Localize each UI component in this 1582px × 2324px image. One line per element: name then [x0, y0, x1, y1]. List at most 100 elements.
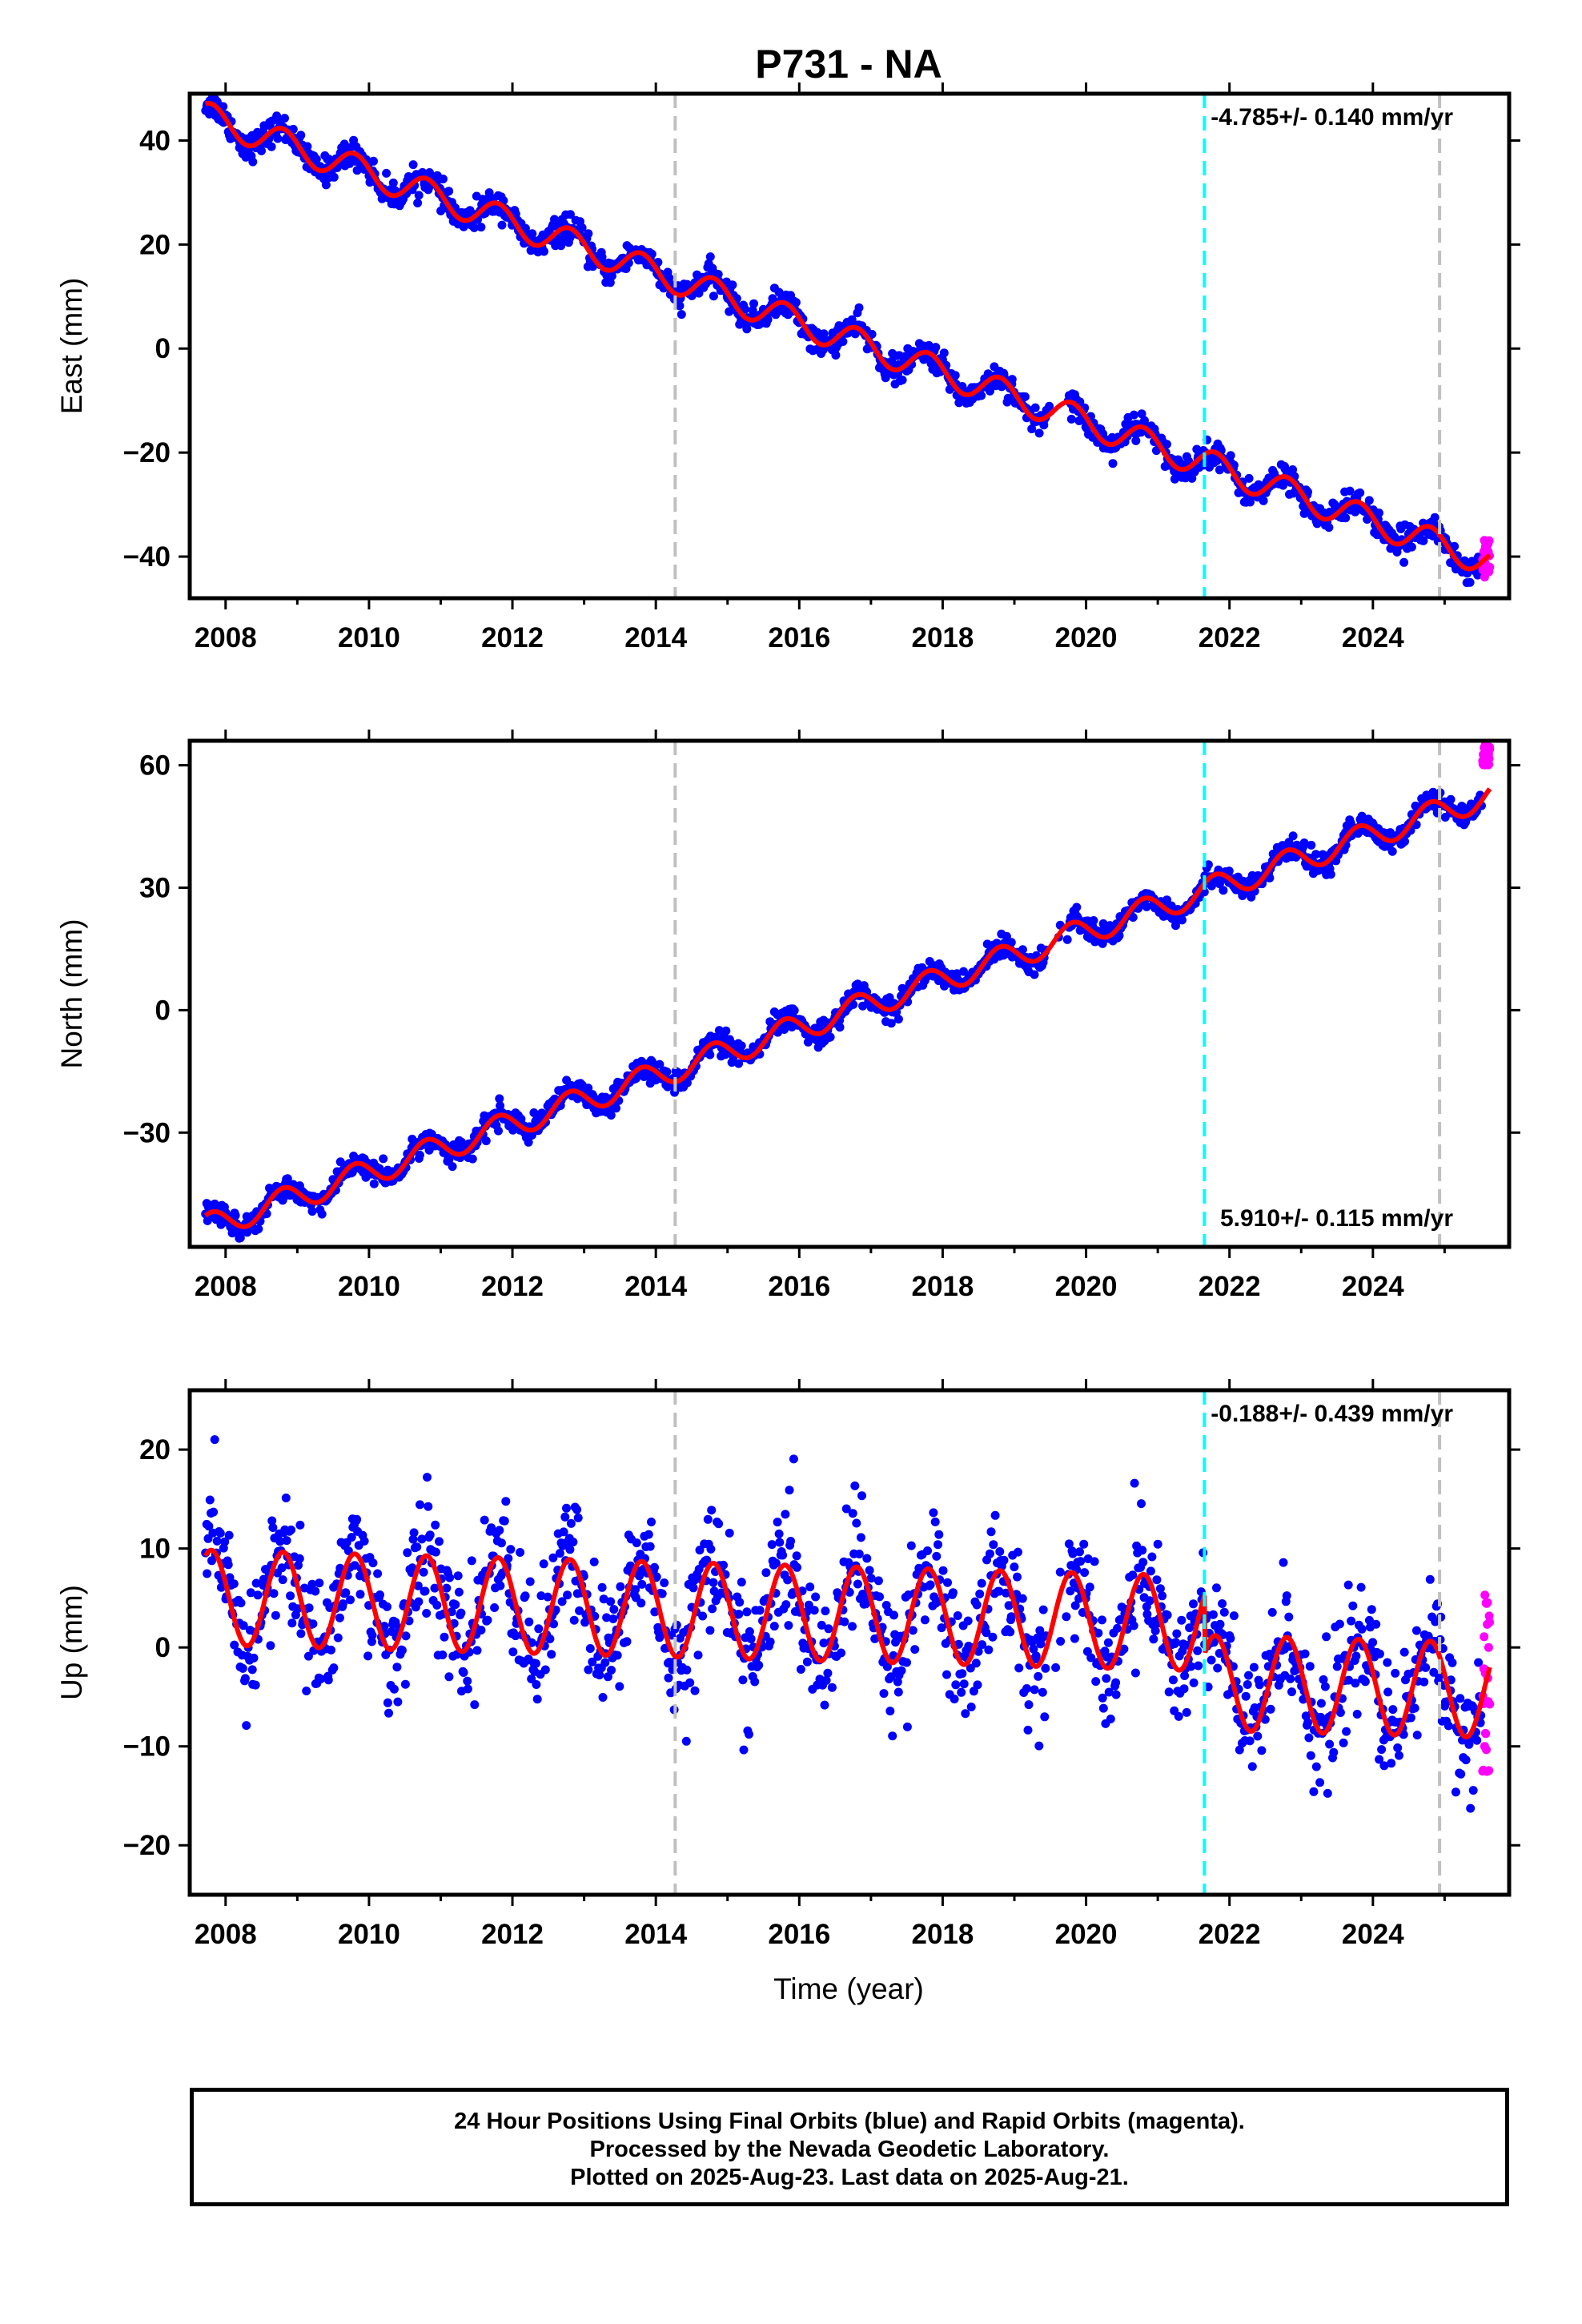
- data-point: [585, 1644, 595, 1653]
- data-point: [1137, 409, 1146, 419]
- data-point: [444, 1672, 454, 1682]
- data-point: [749, 299, 758, 308]
- data-point: [1138, 1546, 1147, 1555]
- y-tick-label: 0: [155, 995, 171, 1026]
- data-point: [1245, 1736, 1255, 1746]
- data-point: [606, 1111, 616, 1120]
- data-point: [1306, 1751, 1315, 1760]
- data-point: [327, 1645, 335, 1655]
- data-point: [560, 1512, 570, 1522]
- data-point: [1113, 1623, 1122, 1633]
- data-point: [660, 1578, 669, 1587]
- data-point: [1342, 1727, 1351, 1736]
- data-point: [1339, 1738, 1348, 1747]
- data-point: [524, 1137, 533, 1147]
- data-point: [1111, 1690, 1121, 1699]
- data-point: [888, 1731, 897, 1741]
- data-point: [784, 1621, 793, 1630]
- data-point: [742, 324, 752, 334]
- data-point: [389, 1684, 399, 1694]
- data-point: [857, 1491, 866, 1501]
- data-point: [862, 1554, 872, 1563]
- data-point: [563, 1590, 572, 1600]
- data-point: [950, 1695, 959, 1704]
- footer-line-1: 24 Hour Positions Using Final Orbits (bl…: [454, 2109, 1245, 2134]
- data-point: [1162, 440, 1171, 449]
- data-point: [236, 1598, 246, 1608]
- data-point: [416, 1500, 424, 1510]
- data-point: [469, 223, 479, 232]
- data-point: [821, 1606, 830, 1616]
- data-point: [448, 1162, 457, 1172]
- chart-title: P731 - NA: [755, 42, 942, 86]
- data-point: [951, 1680, 961, 1690]
- data-point: [1150, 1626, 1160, 1635]
- data-point: [698, 1611, 708, 1621]
- data-point: [823, 1668, 833, 1678]
- data-point: [963, 1616, 973, 1626]
- data-point: [1138, 1558, 1148, 1567]
- data-point: [1324, 523, 1334, 533]
- data-point: [282, 1536, 291, 1546]
- data-point: [824, 1624, 833, 1634]
- data-point: [906, 1541, 916, 1550]
- data-point: [1034, 428, 1044, 438]
- data-point: [1155, 1584, 1165, 1594]
- data-point: [311, 1586, 320, 1596]
- data-point: [1309, 1787, 1319, 1796]
- data-point: [454, 1587, 464, 1597]
- data-point: [317, 1209, 327, 1219]
- data-point: [939, 348, 949, 358]
- data-point: [1172, 1629, 1182, 1638]
- x-axis-label: Time (year): [773, 1972, 924, 2005]
- data-point: [273, 134, 283, 143]
- data-point: [568, 1538, 578, 1546]
- data-point: [424, 1502, 433, 1511]
- data-point: [961, 1709, 970, 1719]
- data-point: [977, 1578, 986, 1588]
- data-point: [774, 1529, 784, 1538]
- data-point: [1091, 1677, 1101, 1687]
- data-point: [439, 175, 448, 183]
- y-tick-label: 0: [155, 333, 171, 364]
- data-point: [412, 1542, 422, 1552]
- data-point: [948, 1588, 958, 1598]
- data-point: [1022, 1684, 1031, 1693]
- data-point: [1335, 1619, 1344, 1629]
- y-tick-label: −40: [123, 541, 171, 573]
- data-point: [508, 1647, 518, 1657]
- x-tick-label: 2008: [195, 1919, 257, 1950]
- data-point: [1316, 1699, 1326, 1708]
- data-point: [483, 1615, 492, 1625]
- panel-east: 2008 2010 2012 2014 2016 2018 2020 2022 2024 −40 −…: [55, 82, 1520, 653]
- rapid-point: [1485, 562, 1495, 572]
- data-point: [240, 1674, 250, 1683]
- data-point: [1375, 1649, 1384, 1659]
- data-point: [975, 1589, 985, 1598]
- y-axis-label: North (mm): [55, 919, 88, 1068]
- data-point: [1399, 1647, 1409, 1657]
- data-point: [1090, 1557, 1099, 1566]
- data-point: [897, 1666, 906, 1675]
- data-point: [902, 1658, 911, 1667]
- data-point: [838, 337, 848, 346]
- data-point: [986, 386, 994, 396]
- data-point: [957, 1687, 966, 1697]
- data-point: [495, 1094, 504, 1104]
- x-tick-label: 2016: [768, 1271, 830, 1302]
- data-point: [923, 1546, 932, 1555]
- data-point: [606, 1597, 616, 1606]
- data-point: [598, 1693, 608, 1702]
- data-point: [728, 280, 737, 290]
- data-point: [333, 1633, 343, 1642]
- data-point: [287, 1525, 296, 1534]
- data-point: [431, 1547, 440, 1557]
- data-point: [675, 301, 685, 311]
- data-point: [665, 273, 674, 283]
- data-point: [973, 1680, 982, 1690]
- data-point: [737, 1041, 746, 1051]
- data-point: [650, 1562, 659, 1572]
- data-point: [781, 1600, 791, 1610]
- data-point: [645, 1542, 655, 1551]
- data-point: [953, 1611, 962, 1620]
